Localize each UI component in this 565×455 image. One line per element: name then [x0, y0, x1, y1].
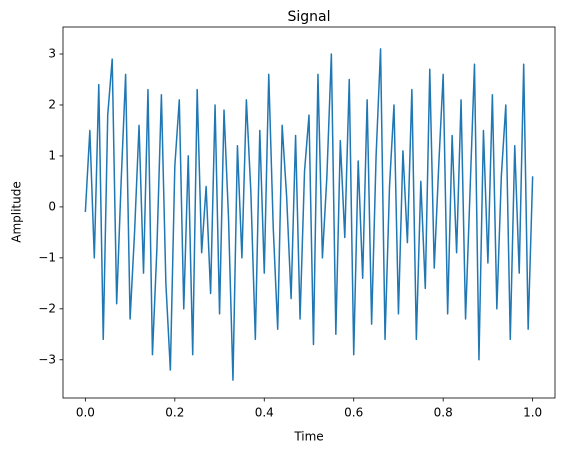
x-tick-label: 0.2 — [165, 406, 184, 420]
x-tick-label: 1.0 — [523, 406, 542, 420]
x-tick-label: 0.6 — [344, 406, 363, 420]
y-tick-label: 2 — [48, 97, 56, 111]
y-axis-label: Amplitude — [10, 181, 24, 243]
x-tick-label: 0.8 — [434, 406, 453, 420]
x-tick-label: 0.0 — [76, 406, 95, 420]
y-tick-label: 3 — [48, 47, 56, 61]
y-tick-label: −3 — [38, 352, 56, 366]
y-tick-label: −1 — [38, 250, 56, 264]
y-tick-label: 1 — [48, 148, 56, 162]
signal-line — [84, 48, 534, 381]
x-tick-label: 0.4 — [255, 406, 274, 420]
x-axis-label: Time — [293, 430, 323, 444]
chart-title: Signal — [287, 9, 330, 25]
plot-frame — [62, 26, 556, 399]
y-tick-label: 0 — [48, 199, 56, 213]
y-tick-label: −2 — [38, 301, 56, 315]
